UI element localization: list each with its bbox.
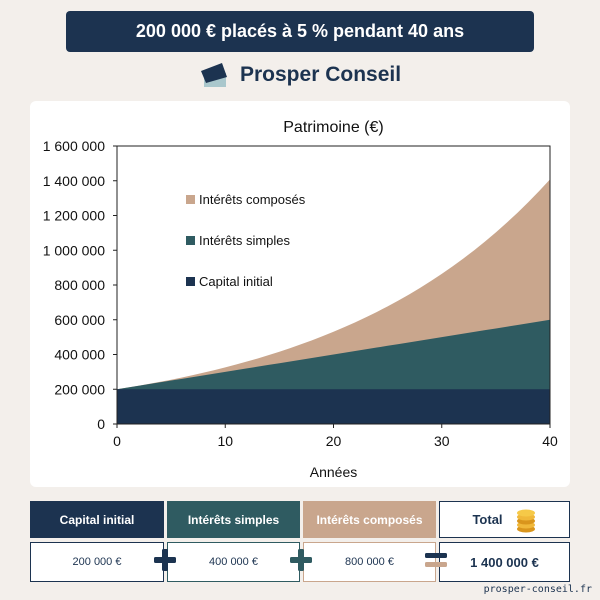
y-tick-label: 1 400 000 — [43, 173, 105, 189]
summary-table: Capital initial Intérêts simples Intérêt… — [30, 501, 570, 583]
x-tick-label: 40 — [542, 433, 558, 449]
compound-interest-header: Intérêts composés — [303, 501, 436, 538]
total-value: 1 400 000 € — [439, 542, 570, 582]
y-tick-label: 400 000 — [54, 347, 105, 363]
y-tick-label: 600 000 — [54, 312, 105, 328]
compound-interest-value: 800 000 € — [303, 542, 436, 582]
capital-value: 200 000 € — [30, 542, 164, 582]
simple-interest-header: Intérêts simples — [167, 501, 300, 538]
x-tick-label: 30 — [434, 433, 450, 449]
coins-icon — [516, 509, 535, 532]
x-tick-label: 10 — [217, 433, 233, 449]
brand: Prosper Conseil — [200, 60, 401, 90]
simple-interest-value: 400 000 € — [167, 542, 300, 582]
legend-label: Capital initial — [199, 274, 273, 289]
legend-label: Intérêts composés — [199, 192, 306, 207]
x-tick-label: 0 — [113, 433, 121, 449]
y-tick-label: 1 600 000 — [43, 138, 105, 154]
chart-card: Patrimoine (€) 0 200 000 400 000 600 000 800 … — [30, 101, 570, 487]
area-capital-initial — [117, 389, 550, 424]
y-tick-label: 800 000 — [54, 277, 105, 293]
x-tick-label: 20 — [326, 433, 342, 449]
equals-icon — [425, 553, 447, 567]
brand-name: Prosper Conseil — [240, 63, 402, 86]
page-title: 200 000 € placés à 5 % pendant 40 ans — [66, 11, 534, 52]
footer-url[interactable]: prosper-conseil.fr — [483, 584, 592, 595]
plus-icon — [154, 549, 176, 571]
legend-swatch — [186, 277, 195, 286]
chart-title: Patrimoine (€) — [283, 119, 383, 136]
chart: Patrimoine (€) 0 200 000 400 000 600 000 800 … — [43, 119, 558, 480]
y-tick-label: 200 000 — [54, 381, 105, 397]
legend-swatch — [186, 236, 195, 245]
x-axis-label: Années — [310, 464, 357, 480]
y-tick-label: 1 200 000 — [43, 208, 105, 224]
legend-label: Intérêts simples — [199, 233, 291, 248]
legend-swatch — [186, 195, 195, 204]
plus-icon — [290, 549, 312, 571]
graduation-cap-icon — [201, 63, 227, 87]
total-header: Total — [439, 501, 570, 538]
capital-header: Capital initial — [30, 501, 164, 538]
y-tick-label: 0 — [97, 416, 105, 432]
total-label: Total — [472, 512, 503, 527]
y-tick-label: 1 000 000 — [43, 242, 105, 258]
